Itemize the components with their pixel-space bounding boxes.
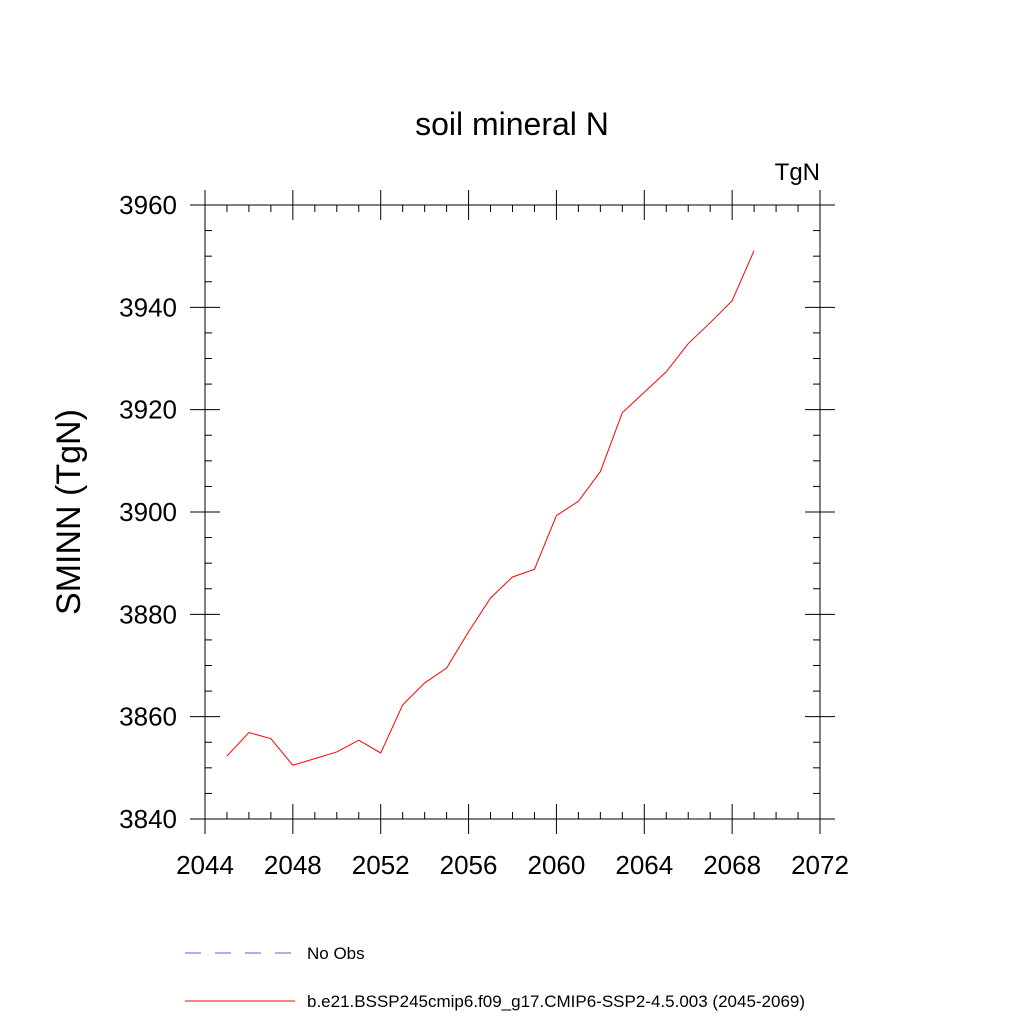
x-tick-label: 2056 [440,850,498,880]
x-tick-label: 2072 [791,850,849,880]
x-tick-label: 2064 [615,850,673,880]
series-line [226,250,755,766]
legend: No Obs b.e21.BSSP245cmip6.f09_g17.CMIP6-S… [185,944,805,1011]
legend-label: b.e21.BSSP245cmip6.f09_g17.CMIP6-SSP2-4.… [307,992,805,1011]
axis-ticks: 2044 2048 2052 2056 2060 2064 2068 2072 3840 3860… [119,190,849,880]
chart-title: soil mineral N [415,106,609,142]
y-tick-label: 3840 [119,804,177,834]
legend-label: No Obs [307,944,365,963]
units-label: TgN [775,159,820,186]
x-tick-label: 2060 [528,850,586,880]
series-layer [226,250,755,766]
x-tick-label: 2048 [264,850,322,880]
x-tick-label: 2052 [352,850,410,880]
y-tick-label: 3880 [119,599,177,629]
y-axis-label: SMINN (TgN) [50,409,88,615]
y-tick-label: 3940 [119,292,177,322]
y-tick-label: 3960 [119,190,177,220]
y-tick-label: 3860 [119,702,177,732]
x-tick-label: 2044 [176,850,234,880]
y-tick-label: 3920 [119,395,177,425]
x-tick-label: 2068 [703,850,761,880]
plot-frame [204,204,821,820]
y-tick-label: 3900 [119,497,177,527]
